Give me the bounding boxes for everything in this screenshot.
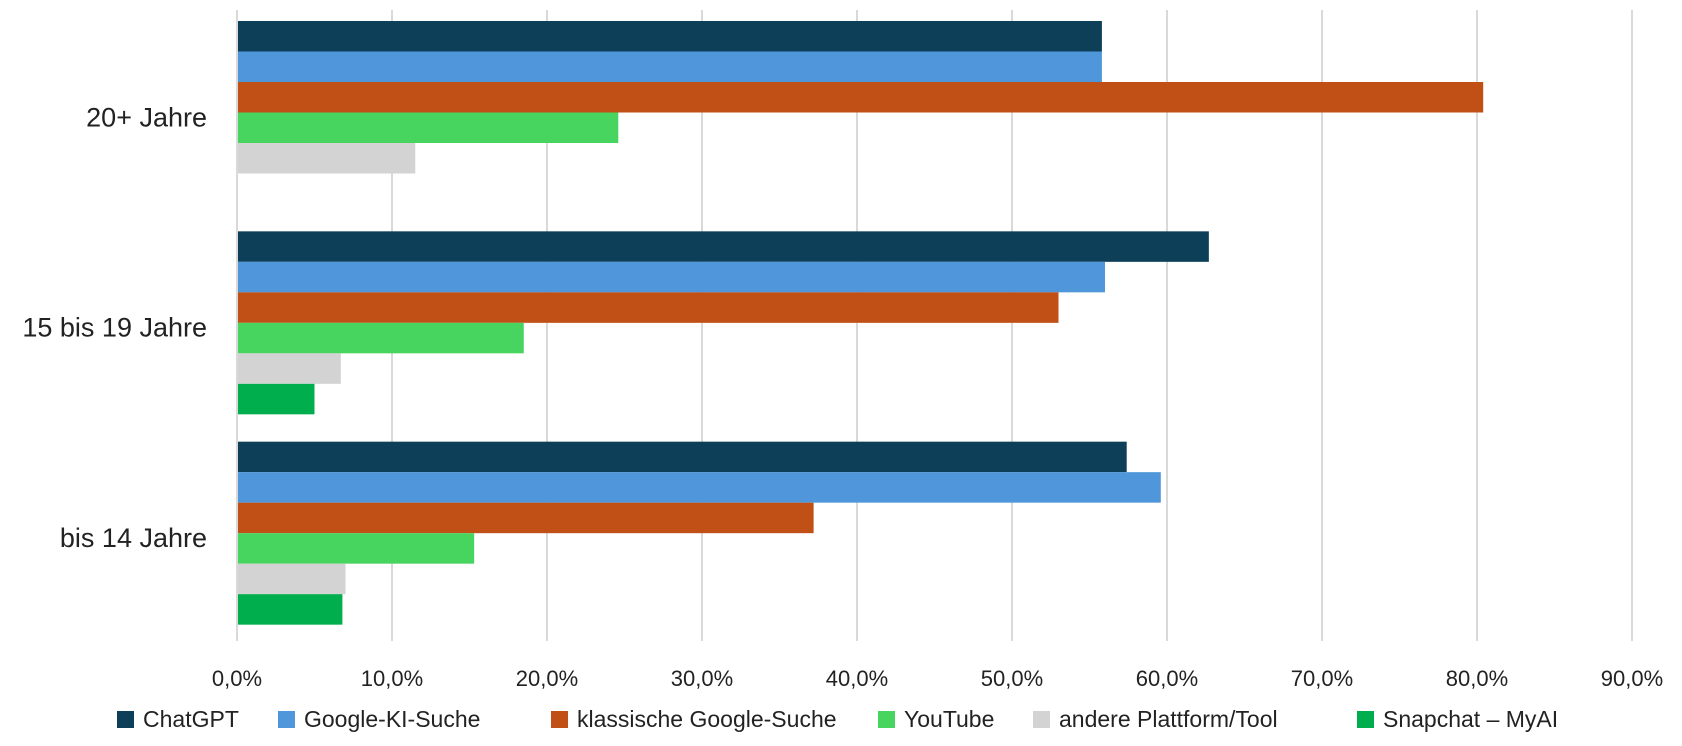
x-tick-label: 30,0% <box>671 666 733 691</box>
legend-label: YouTube <box>904 706 994 732</box>
bar <box>237 292 1059 323</box>
category-label: bis 14 Jahre <box>60 523 207 553</box>
bar <box>237 353 341 384</box>
axes: 0,0% 10,0% 20,0% 30,0% 40,0% 50,0% 60,0% 70,0% 8… <box>22 10 1663 691</box>
legend-swatch <box>551 711 568 728</box>
x-tick-label: 80,0% <box>1446 666 1508 691</box>
bar <box>237 594 343 625</box>
legend-label: Snapchat – MyAI <box>1383 706 1558 732</box>
legend-label: ChatGPT <box>143 706 239 732</box>
bars <box>237 21 1484 625</box>
x-tick-label: 0,0% <box>212 666 262 691</box>
bar <box>237 143 416 174</box>
bar <box>237 502 814 534</box>
bar <box>237 383 315 415</box>
bar <box>237 441 1127 473</box>
bar <box>237 563 346 595</box>
legend-swatch <box>1357 711 1374 728</box>
x-tick-label: 50,0% <box>981 666 1043 691</box>
category-label: 15 bis 19 Jahre <box>22 313 207 343</box>
bar <box>237 51 1102 82</box>
legend-swatch <box>1033 711 1050 728</box>
bar <box>237 231 1209 262</box>
x-tick-label: 10,0% <box>361 666 423 691</box>
bar <box>237 21 1102 52</box>
x-tick-label: 20,0% <box>516 666 578 691</box>
bar <box>237 533 475 564</box>
x-tick-label: 40,0% <box>826 666 888 691</box>
legend-label: klassische Google-Suche <box>577 706 837 732</box>
legend-swatch <box>278 711 295 728</box>
legend-swatch <box>117 711 134 728</box>
legend-swatch <box>878 711 895 728</box>
legend-label: andere Plattform/Tool <box>1059 706 1278 732</box>
legend-label: Google-KI-Suche <box>304 706 480 732</box>
x-tick-label: 60,0% <box>1136 666 1198 691</box>
bar <box>237 112 619 143</box>
category-label: 20+ Jahre <box>86 102 207 132</box>
x-tick-label: 70,0% <box>1291 666 1353 691</box>
legend: ChatGPT Google-KI-Suche klassische Google-… <box>117 706 1558 732</box>
bar <box>237 472 1161 503</box>
bar <box>237 322 524 354</box>
bar <box>237 261 1105 293</box>
bar <box>237 82 1484 113</box>
x-tick-label: 90,0% <box>1601 666 1663 691</box>
